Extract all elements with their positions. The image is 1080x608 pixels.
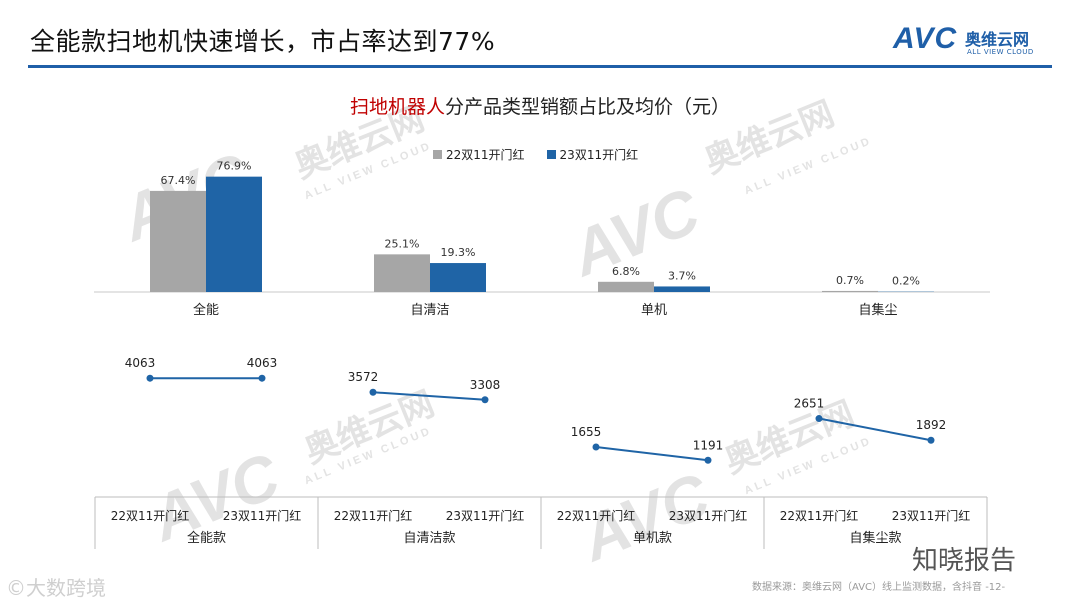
- x-tick-label: 全能: [193, 302, 219, 318]
- price-point: [481, 396, 489, 404]
- price-value-label: 4063: [247, 356, 278, 370]
- x-tick-label: 自集尘: [858, 302, 897, 318]
- period-label: 23双11开门红: [223, 508, 302, 523]
- price-point: [704, 456, 712, 464]
- logo-cn-text: 奥维云网: [965, 30, 1030, 49]
- legend-label-22: 22双11开门红: [446, 148, 525, 162]
- bar-value-label: 25.1%: [385, 237, 420, 250]
- bar-value-label: 19.3%: [441, 246, 476, 259]
- chart-title: 扫地机器人分产品类型销额占比及均价（元）: [0, 92, 1080, 119]
- price-value-label: 2651: [794, 397, 825, 411]
- bar-23-0: [206, 176, 262, 292]
- price-point: [815, 415, 823, 423]
- period-label: 22双11开门红: [780, 508, 859, 523]
- bar-value-label: 0.2%: [892, 275, 920, 288]
- legend-item-23: 23双11开门红: [546, 146, 639, 163]
- logo-en-text: ALL VIEW CLOUD: [967, 48, 1034, 56]
- price-value-label: 4063: [125, 356, 156, 370]
- page-title: 全能款扫地机快速增长，市占率达到77%: [30, 27, 496, 56]
- bar-22-3: [822, 290, 878, 292]
- group-label: 单机款: [633, 531, 672, 546]
- group-label: 自集尘款: [849, 530, 901, 546]
- x-tick-label: 单机: [641, 303, 667, 318]
- bar-22-2: [598, 281, 654, 292]
- bar-22-0: [150, 190, 206, 292]
- logo-avc-text: AVC: [893, 22, 958, 55]
- chart-title-accent: 扫地机器人: [349, 96, 445, 118]
- price-point: [369, 388, 377, 396]
- data-source-note: 数据来源：奥维云网（AVC）线上监测数据，含抖音 -12-: [752, 582, 1006, 593]
- price-point: [927, 436, 935, 444]
- price-value-label: 1892: [916, 418, 947, 432]
- bar-23-1: [430, 263, 486, 292]
- bar-23-2: [654, 286, 710, 292]
- price-value-label: 3308: [470, 378, 501, 392]
- bar-value-label: 6.8%: [612, 265, 640, 278]
- chart-legend: 22双11开门红 23双11开门红: [433, 146, 638, 163]
- footer-watermark-zhixiao: 知晓报告: [912, 546, 1017, 576]
- price-point: [146, 374, 154, 382]
- price-value-label: 1655: [571, 425, 602, 439]
- avc-logo: AVC 奥维云网 ALL VIEW CLOUD: [893, 22, 1063, 60]
- legend-swatch-23: [546, 150, 556, 159]
- chart-title-rest: 分产品类型销额占比及均价（元）: [445, 96, 731, 118]
- price-line-1: [372, 391, 486, 401]
- legend-item-22: 22双11开门红: [433, 146, 525, 163]
- period-label: 22双11开门红: [111, 508, 190, 523]
- period-label: 23双11开门红: [669, 508, 748, 523]
- price-point: [592, 443, 600, 451]
- price-line-2: [595, 446, 709, 462]
- legend-swatch-22: [433, 150, 442, 159]
- bar-value-label: 0.7%: [836, 274, 864, 287]
- bar-value-label: 76.9%: [217, 160, 252, 173]
- bar-value-label: 67.4%: [161, 174, 196, 187]
- price-line-3: [818, 417, 932, 442]
- price-value-label: 1191: [693, 438, 724, 452]
- period-label: 23双11开门红: [892, 508, 971, 523]
- price-value-label: 3572: [348, 370, 379, 384]
- legend-label-23: 23双11开门红: [559, 148, 639, 162]
- bar-22-1: [374, 254, 430, 292]
- group-label: 自清洁款: [403, 531, 455, 546]
- period-label: 23双11开门红: [446, 508, 525, 523]
- x-tick-label: 自清洁: [410, 303, 449, 318]
- bar-value-label: 3.7%: [668, 269, 696, 282]
- period-label: 22双11开门红: [557, 508, 636, 523]
- group-label: 全能款: [187, 530, 226, 546]
- footer-watermark-left: ©大数跨境: [6, 576, 106, 600]
- price-point: [258, 374, 266, 382]
- header-divider: [28, 65, 1052, 68]
- period-label: 22双11开门红: [334, 508, 413, 523]
